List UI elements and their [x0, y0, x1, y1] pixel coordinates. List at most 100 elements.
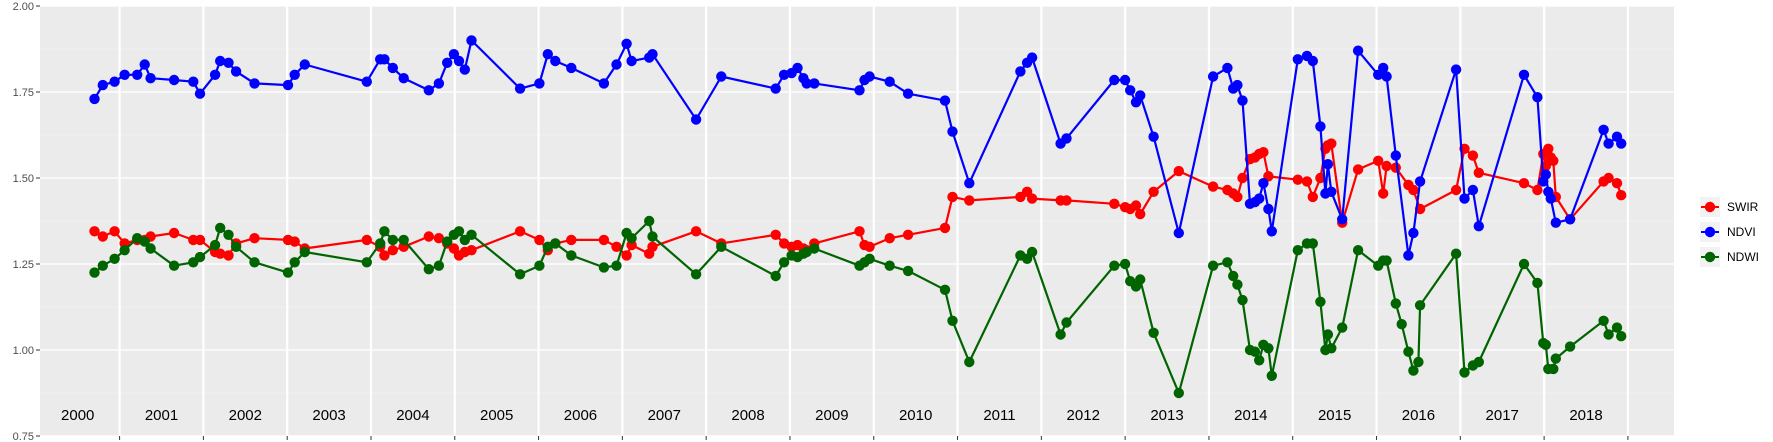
grid-lines [40, 5, 1674, 437]
data-point-swir [690, 226, 702, 237]
data-point-ndwi [964, 356, 975, 368]
data-point-ndwi [1413, 356, 1424, 368]
data-point-ndwi [1408, 365, 1419, 376]
data-point-swir [433, 233, 445, 244]
data-point-ndwi [1173, 387, 1185, 399]
data-point-ndwi [1603, 329, 1614, 340]
data-point-ndwi [1109, 260, 1120, 271]
data-point-ndvi [1026, 52, 1038, 63]
data-point-ndvi [168, 74, 180, 86]
data-point-ndvi [1352, 45, 1364, 56]
data-point-swir [215, 248, 226, 259]
data-point-ndwi [442, 236, 453, 247]
legend-label: NDVI [1727, 225, 1756, 239]
data-point-swir [854, 226, 865, 237]
year-label: 2002 [229, 407, 262, 424]
data-point-swir [1109, 198, 1120, 209]
data-point-swir [1130, 200, 1142, 211]
data-point-ndvi [626, 55, 637, 67]
data-point-swir [1148, 186, 1159, 197]
data-point-ndvi [194, 88, 206, 99]
data-point-swir [1352, 164, 1364, 175]
data-point-ndvi [145, 73, 156, 84]
data-point-ndwi [1307, 238, 1319, 249]
data-point-ndwi [626, 233, 637, 244]
data-point-ndvi [611, 59, 622, 70]
data-point-ndwi [1055, 329, 1066, 340]
data-point-ndwi [97, 260, 109, 271]
data-point-swir [423, 231, 434, 242]
data-point-ndvi [1381, 71, 1392, 82]
data-point-ndvi [442, 57, 453, 68]
data-point-ndvi [1414, 176, 1426, 187]
data-point-ndwi [1119, 258, 1131, 270]
data-point-swir [1061, 195, 1072, 206]
data-point-ndvi [249, 78, 260, 89]
data-point-ndvi [1532, 92, 1543, 103]
data-point-ndvi [466, 35, 477, 46]
year-label: 2008 [731, 407, 764, 424]
data-point-ndvi [1109, 74, 1120, 86]
data-point-ndvi [534, 78, 545, 89]
data-point-ndwi [1548, 363, 1559, 375]
data-point-ndvi [1119, 74, 1131, 86]
data-point-ndwi [1026, 246, 1038, 258]
data-point-ndwi [145, 243, 156, 254]
data-point-ndvi [119, 69, 130, 81]
data-point-ndvi [1125, 85, 1136, 96]
data-point-ndvi [1292, 54, 1304, 65]
data-point-ndvi [1135, 90, 1146, 101]
data-point-swir [289, 236, 300, 247]
data-point-ndvi [1378, 62, 1389, 74]
data-point-ndwi [902, 265, 914, 277]
data-point-ndwi [1148, 327, 1159, 338]
data-point-swir [1532, 184, 1543, 196]
data-point-ndvi [1263, 203, 1274, 215]
axes: 0.75 1.00 1.25 1.50 1.75 2.00 [13, 1, 1629, 442]
data-point-ndwi [423, 264, 434, 275]
data-point-ndwi [1381, 255, 1392, 266]
data-point-ndvi [215, 55, 226, 67]
data-point-ndwi [1459, 367, 1470, 378]
year-label: 2000 [61, 407, 94, 424]
data-point-ndvi [1148, 131, 1159, 142]
data-point-swir [514, 226, 526, 237]
data-point-ndvi [230, 66, 242, 77]
data-point-ndvi [1603, 138, 1614, 149]
data-point-swir [1207, 181, 1219, 192]
data-point-ndvi [188, 76, 199, 87]
data-point-ndvi [690, 114, 702, 125]
data-point-swir [1381, 160, 1392, 172]
data-point-ndvi [621, 38, 632, 49]
data-point-swir [109, 226, 120, 237]
year-label: 2016 [1402, 407, 1435, 424]
data-point-swir [1548, 155, 1559, 166]
data-point-ndwi [947, 315, 958, 326]
data-point-ndvi [1307, 55, 1319, 67]
year-label: 2012 [1067, 407, 1100, 424]
data-point-swir [1173, 165, 1185, 177]
data-point-swir [598, 234, 610, 246]
data-point-swir [1611, 178, 1623, 189]
year-label: 2003 [312, 407, 345, 424]
year-label: 2018 [1569, 407, 1602, 424]
data-point-ndvi [453, 55, 465, 67]
data-point-swir [379, 250, 390, 261]
data-point-ndwi [466, 229, 477, 240]
data-point-ndwi [514, 269, 526, 280]
data-point-ndwi [716, 241, 727, 252]
data-point-ndwi [1292, 245, 1304, 256]
data-point-ndvi [1545, 193, 1557, 204]
data-point-ndwi [611, 260, 622, 271]
data-point-ndwi [1228, 270, 1239, 282]
data-point-ndwi [194, 251, 206, 263]
y-tick-label: 1.75 [13, 87, 34, 99]
data-point-ndwi [209, 239, 221, 251]
data-point-ndwi [1390, 298, 1402, 309]
data-point-ndvi [1237, 95, 1248, 106]
data-point-ndwi [1414, 300, 1426, 311]
data-point-swir [194, 234, 206, 246]
data-point-ndvi [1459, 193, 1470, 204]
